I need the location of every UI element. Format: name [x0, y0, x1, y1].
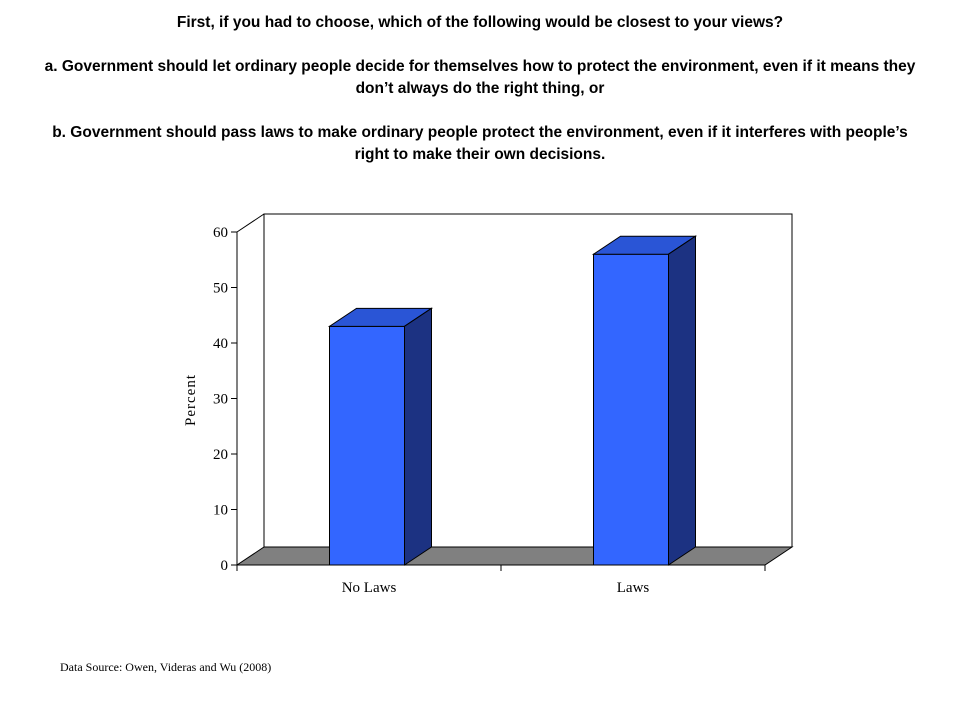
question-option-a: a. Government should let ordinary people… [44, 58, 916, 97]
chart-floor [235, 546, 794, 566]
chart-axes [231, 231, 766, 571]
bar-front [593, 253, 669, 566]
data-source: Data Source: Owen, Videras and Wu (2008) [60, 660, 272, 674]
chart-labels: 0 10 20 30 40 50 60 No Laws Laws [213, 225, 649, 596]
chart-bars [327, 235, 698, 566]
y-tick-label: 50 [213, 281, 228, 297]
back-wall [263, 213, 793, 547]
side-wall-edge [236, 213, 265, 233]
floor-plane [235, 546, 794, 566]
bar-side [404, 307, 432, 566]
y-tick-label: 0 [221, 558, 229, 574]
y-tick-label: 60 [213, 225, 228, 241]
y-tick-label: 10 [213, 503, 228, 519]
y-tick-label: 30 [213, 392, 228, 408]
y-axis-label: Percent [183, 374, 199, 426]
bar-front [329, 325, 405, 566]
question-header: First, if you had to choose, which of th… [40, 12, 920, 166]
y-tick-label: 40 [213, 336, 228, 352]
y-tick-label: 20 [213, 447, 228, 463]
x-tick-label: No Laws [342, 580, 397, 596]
question-intro: First, if you had to choose, which of th… [176, 14, 784, 31]
bar [591, 235, 698, 566]
question-option-b: b. Government should pass laws to make o… [52, 124, 908, 163]
x-tick-label: Laws [617, 580, 650, 596]
bar [327, 307, 434, 566]
chart-frame [236, 213, 793, 547]
bar-side [668, 235, 696, 566]
